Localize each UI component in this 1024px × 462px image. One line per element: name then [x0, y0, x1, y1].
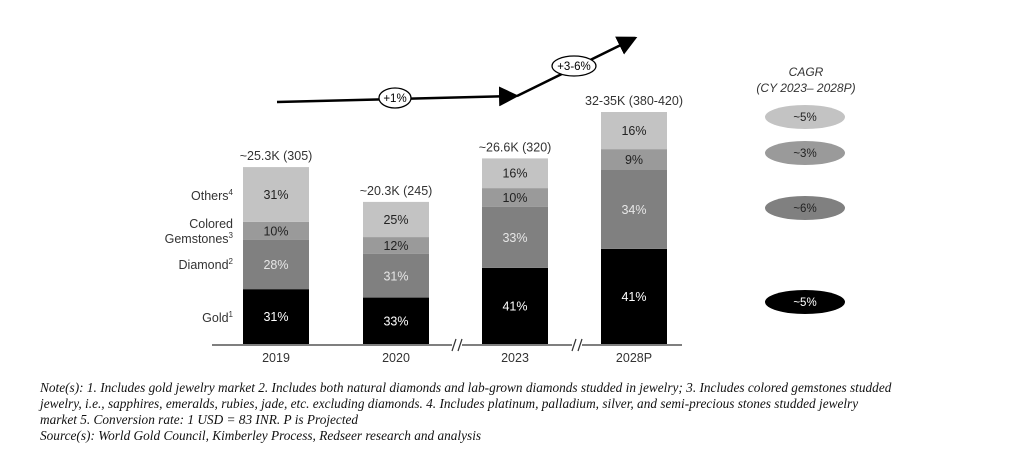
bar-segment	[482, 158, 548, 189]
total-label: ~20.3K (245)	[360, 184, 433, 198]
cagr-value: ~5%	[793, 112, 816, 124]
note-line-1: Note(s): 1. Includes gold jewelry market…	[40, 380, 892, 395]
trend-label: +1%	[383, 93, 406, 105]
trend-badge	[551, 55, 597, 77]
segment-label: 10%	[263, 224, 288, 238]
cagr-pill	[765, 105, 845, 129]
segment-label: 16%	[502, 167, 527, 181]
legend-colored: Colored	[189, 217, 233, 231]
note-line-2: jewelry, i.e., sapphires, emeralds, rubi…	[40, 396, 859, 411]
segment-label: 41%	[621, 290, 646, 304]
axis-break-mark	[571, 338, 577, 352]
x-tick-label: 2023	[501, 351, 529, 365]
segment-label: 25%	[383, 213, 408, 227]
bar-segment	[482, 188, 548, 207]
bar-segment	[363, 201, 429, 238]
bar-segment	[243, 239, 309, 290]
bar-segment	[601, 170, 667, 249]
legend-diamond: Diamond2	[179, 257, 234, 272]
note-line-3: market 5. Conversion rate: 1 USD = 83 IN…	[40, 412, 359, 427]
segment-label: 34%	[621, 203, 646, 217]
footnotes: Note(s): 1. Includes gold jewelry market…	[40, 380, 1000, 444]
bar-segment	[243, 167, 309, 222]
segment-label: 10%	[502, 191, 527, 205]
legend-gold: Gold1	[202, 310, 233, 325]
x-tick-label: 2028P	[616, 351, 652, 365]
cagr-pill	[765, 196, 845, 220]
source-line: Source(s): World Gold Council, Kimberley…	[40, 428, 482, 443]
bar-segment	[482, 206, 548, 268]
cagr-value: ~6%	[793, 203, 816, 215]
total-label: ~26.6K (320)	[479, 140, 552, 154]
segment-label: 28%	[263, 258, 288, 272]
total-label: ~25.3K (305)	[240, 149, 313, 163]
segment-label: 31%	[263, 310, 288, 324]
segment-label: 33%	[383, 314, 408, 328]
trend-label: +3-6%	[557, 61, 591, 73]
bar-segment	[243, 289, 309, 344]
cagr-value: ~3%	[793, 148, 816, 160]
cagr-pill	[765, 141, 845, 165]
x-tick-label: 2020	[382, 351, 410, 365]
segment-label: 31%	[383, 269, 408, 283]
bar-segment	[363, 253, 429, 298]
legend-gemstones: Gemstones3	[165, 231, 234, 246]
bar-segment	[601, 112, 667, 150]
cagr-title: CAGR	[789, 65, 824, 79]
trend-badge	[378, 87, 412, 109]
segment-label: 16%	[621, 124, 646, 138]
total-label: 32-35K (380-420)	[585, 94, 683, 108]
axis-break-mark	[451, 338, 457, 352]
axis-break-gap	[452, 338, 462, 352]
bar-segment	[363, 297, 429, 344]
axis-break-mark	[457, 338, 463, 352]
bar-segment	[363, 237, 429, 254]
segment-label: 9%	[625, 153, 643, 167]
bar-segment	[482, 267, 548, 344]
segment-label: 12%	[383, 239, 408, 253]
segment-label: 41%	[502, 299, 527, 313]
segment-label: 33%	[502, 231, 527, 245]
legend-others: Others4	[191, 188, 234, 203]
bar-segment	[243, 221, 309, 240]
axis-break-gap	[572, 338, 582, 352]
cagr-subtitle: (CY 2023– 2028P)	[756, 81, 855, 95]
bar-segment	[601, 149, 667, 170]
cagr-pill	[765, 290, 845, 314]
cagr-value: ~5%	[793, 297, 816, 309]
axis-break-mark	[577, 338, 583, 352]
x-tick-label: 2019	[262, 351, 290, 365]
bar-segment	[601, 248, 667, 344]
segment-label: 31%	[263, 188, 288, 202]
